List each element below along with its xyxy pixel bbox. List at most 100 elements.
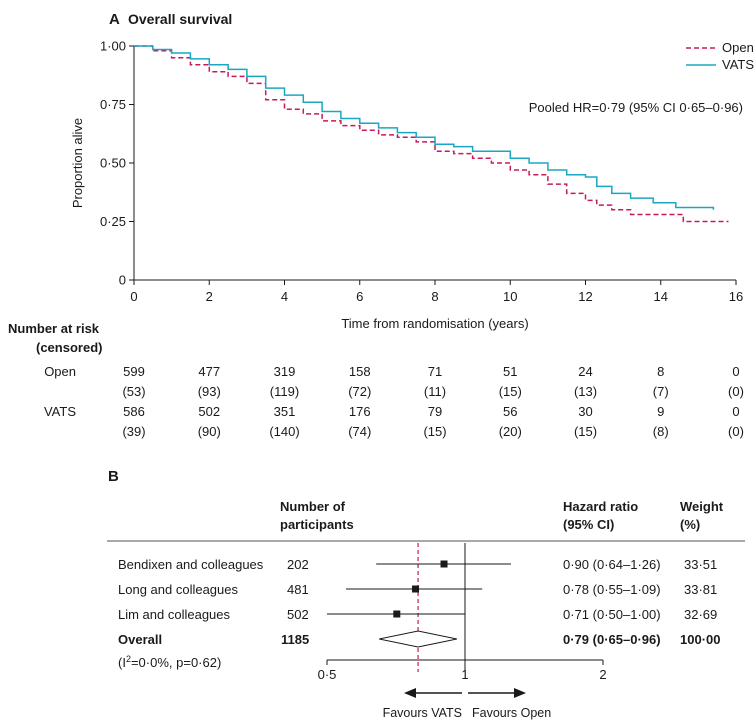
study-weight: 33·81 xyxy=(684,582,717,597)
favours-left-arrowhead xyxy=(404,688,416,698)
col-header-participants-2: participants xyxy=(280,517,354,532)
x-tick-label: 2 xyxy=(206,289,213,304)
risk-row-open-label: Open xyxy=(44,364,76,379)
risk-value-vats: 9 xyxy=(657,404,664,419)
risk-censored-open: (15) xyxy=(499,384,522,399)
risk-censored-open: (13) xyxy=(574,384,597,399)
risk-value-open: 0 xyxy=(732,364,739,379)
x-tick-label: 0 xyxy=(130,289,137,304)
study-participants: 481 xyxy=(287,582,309,597)
study-name: Lim and colleagues xyxy=(118,607,231,622)
risk-censored-open: (72) xyxy=(348,384,371,399)
study-point-estimate xyxy=(412,585,420,593)
legend: Open VATS xyxy=(686,40,754,72)
col-header-hr-2: (95% CI) xyxy=(563,517,614,532)
overall-weight: 100·00 xyxy=(680,632,720,647)
y-ticks: 0 0·25 0·50 0·75 1·00 xyxy=(100,39,134,288)
risk-censored-vats: (74) xyxy=(348,424,371,439)
study-participants: 202 xyxy=(287,557,309,572)
x-axis-label: Time from randomisation (years) xyxy=(341,316,528,331)
survival-curve-open xyxy=(134,45,729,223)
y-tick-label: 0·75 xyxy=(100,97,126,112)
x-tick-label: 10 xyxy=(503,289,517,304)
x-tick-label: 16 xyxy=(729,289,743,304)
favours-vats-label: Favours VATS xyxy=(383,706,462,720)
heterogeneity-post: =0·0%, p=0·62) xyxy=(131,655,221,670)
survival-curves xyxy=(134,45,729,223)
risk-value-vats: 0 xyxy=(732,404,739,419)
risk-value-open: 158 xyxy=(349,364,371,379)
survival-axes xyxy=(133,46,736,281)
risk-value-vats: 56 xyxy=(503,404,517,419)
col-header-weight-2: (%) xyxy=(680,517,700,532)
risk-value-open: 319 xyxy=(274,364,296,379)
risk-value-vats: 586 xyxy=(123,404,145,419)
forest-plot: Bendixen and colleagues 202 0·90 (0·64–1·2… xyxy=(118,543,720,682)
study-name: Bendixen and colleagues xyxy=(118,557,264,572)
risk-censored-open: (93) xyxy=(198,384,221,399)
y-tick-label: 0·25 xyxy=(100,214,126,229)
y-tick-label: 0·50 xyxy=(100,156,126,171)
risk-value-vats: 176 xyxy=(349,404,371,419)
favours-right-arrowhead xyxy=(514,688,526,698)
legend-open-label: Open xyxy=(722,40,754,55)
risk-row-vats-label: VATS xyxy=(44,404,76,419)
x-ticks: 0 2 4 6 8 10 12 14 16 xyxy=(130,280,743,304)
x-tick-label: 4 xyxy=(281,289,288,304)
legend-vats-label: VATS xyxy=(722,57,754,72)
col-header-hr-1: Hazard ratio xyxy=(563,499,638,514)
y-tick-label: 0 xyxy=(119,273,126,288)
x-tick-label: 6 xyxy=(356,289,363,304)
risk-value-open: 477 xyxy=(198,364,220,379)
favours-open-label: Favours Open xyxy=(472,706,551,720)
overall-diamond xyxy=(379,630,457,648)
risk-censored-vats: (15) xyxy=(574,424,597,439)
risk-table-subheader: (censored) xyxy=(36,340,102,355)
risk-value-vats: 79 xyxy=(428,404,442,419)
risk-censored-vats: (8) xyxy=(653,424,669,439)
risk-censored-open: (53) xyxy=(122,384,145,399)
overall-hr-text: 0·79 (0·65–0·96) xyxy=(563,632,661,647)
study-participants: 502 xyxy=(287,607,309,622)
study-hr-text: 0·78 (0·55–1·09) xyxy=(563,582,661,597)
risk-table-header: Number at risk xyxy=(8,321,100,336)
y-axis-label: Proportion alive xyxy=(70,118,85,208)
forest-x-tick-label: 2 xyxy=(599,667,606,682)
col-header-weight-1: Weight xyxy=(680,499,724,514)
forest-x-tick-label: 0·5 xyxy=(318,667,337,682)
survival-curve-vats xyxy=(134,45,715,210)
risk-censored-open: (11) xyxy=(424,384,446,399)
study-hr-text: 0·71 (0·50–1·00) xyxy=(563,607,661,622)
study-hr-text: 0·90 (0·64–1·26) xyxy=(563,557,661,572)
risk-value-vats: 351 xyxy=(274,404,296,419)
panel-a-letter: A xyxy=(109,11,120,28)
forest-x-tick-label: 1 xyxy=(461,667,468,682)
pooled-hr-annotation: Pooled HR=0·79 (95% CI 0·65–0·96) xyxy=(529,100,743,115)
risk-censored-vats: (15) xyxy=(423,424,446,439)
heterogeneity-pre: (I xyxy=(118,655,126,670)
risk-censored-vats: (90) xyxy=(198,424,221,439)
y-tick-label: 1·00 xyxy=(100,39,126,54)
x-tick-label: 8 xyxy=(431,289,438,304)
risk-censored-open: (119) xyxy=(270,384,299,399)
risk-censored-open: (7) xyxy=(653,384,669,399)
risk-value-vats: 502 xyxy=(198,404,220,419)
risk-censored-vats: (20) xyxy=(499,424,522,439)
risk-table: 599 (53) 477 (93) 319 (119) 158 (72) 71 (11) 51 (15… xyxy=(122,364,744,439)
risk-censored-open: (0) xyxy=(728,384,744,399)
risk-censored-vats: (0) xyxy=(728,424,744,439)
risk-value-open: 599 xyxy=(123,364,145,379)
panel-b-letter: B xyxy=(108,468,119,485)
study-point-estimate xyxy=(393,610,401,618)
risk-censored-vats: (39) xyxy=(122,424,145,439)
risk-value-open: 51 xyxy=(503,364,517,379)
risk-censored-vats: (140) xyxy=(269,424,299,439)
x-tick-label: 14 xyxy=(654,289,668,304)
risk-value-open: 8 xyxy=(657,364,664,379)
study-point-estimate xyxy=(440,560,448,568)
risk-value-open: 24 xyxy=(578,364,592,379)
heterogeneity-note: (I2=0·0%, p=0·62) xyxy=(118,654,221,670)
risk-value-vats: 30 xyxy=(578,404,592,419)
heterogeneity-sup: 2 xyxy=(126,654,131,664)
